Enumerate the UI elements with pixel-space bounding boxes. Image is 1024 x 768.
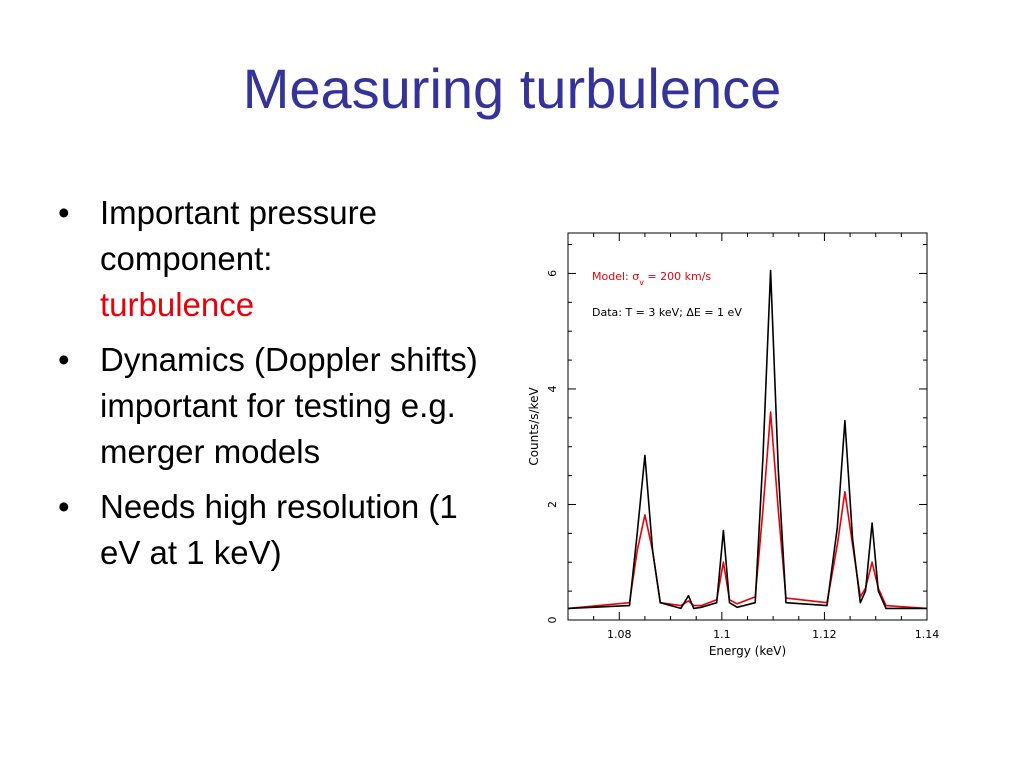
bullet-item: • Important pressure component: turbulen… <box>58 190 498 328</box>
x-tick-label: 1.12 <box>812 628 837 641</box>
bullet-highlight: turbulence <box>100 286 255 323</box>
bullet-dot-icon: • <box>58 341 70 378</box>
bullet-list: • Important pressure component: turbulen… <box>58 190 498 585</box>
x-axis-label: Energy (keV) <box>709 644 786 658</box>
bullet-dot-icon: • <box>58 488 70 525</box>
x-tick-label: 1.1 <box>713 628 731 641</box>
model-annotation: Model: σv = 200 km/s <box>592 270 711 287</box>
y-tick-label: 2 <box>546 501 559 508</box>
model-annotation-rest: = 200 km/s <box>644 270 711 283</box>
slide-title: Measuring turbulence <box>242 57 782 120</box>
model-annotation-text: Model: σ <box>592 270 639 283</box>
model-annotation-sub: v <box>639 278 644 287</box>
spectrum-chart: 1.08 1.1 1.12 1.14 0 2 4 6 Counts/s/keV Energy … <box>527 232 940 658</box>
y-axis-label: Counts/s/keV <box>527 387 541 466</box>
y-tick-label: 0 <box>546 617 559 624</box>
bullet-item: • Needs high resolution (1 eV at 1 keV) <box>58 484 498 576</box>
bullet-text: Dynamics (Doppler shifts) important for … <box>100 341 478 470</box>
series-line-1 <box>567 269 927 610</box>
plot-area: 1.08 1.1 1.12 1.14 0 2 4 6 <box>546 232 940 641</box>
y-tick-label: 4 <box>546 385 559 392</box>
bullet-text: Important pressure component: <box>100 194 377 277</box>
y-tick-label: 6 <box>546 270 559 277</box>
x-tick-label: 1.08 <box>607 628 632 641</box>
bullet-dot-icon: • <box>58 194 70 231</box>
bullet-item: • Dynamics (Doppler shifts) important fo… <box>58 337 498 475</box>
series-line-0 <box>567 411 928 610</box>
bullet-text: Needs high resolution (1 eV at 1 keV) <box>100 488 458 571</box>
plot-frame <box>567 232 928 621</box>
data-annotation: Data: T = 3 keV; ΔE = 1 eV <box>592 306 742 319</box>
x-tick-label: 1.14 <box>915 628 940 641</box>
